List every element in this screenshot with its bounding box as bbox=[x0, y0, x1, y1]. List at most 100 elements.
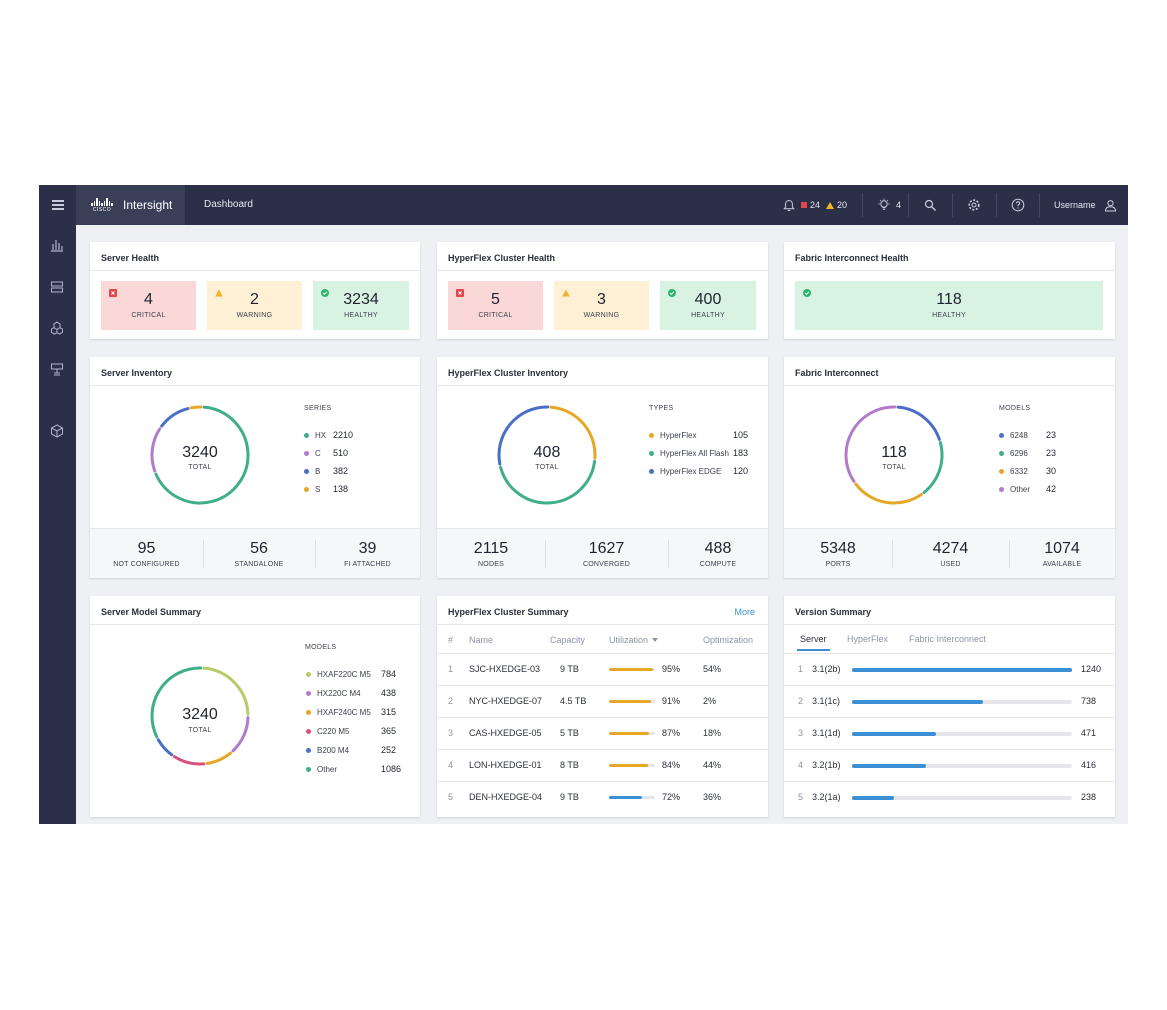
more-link[interactable]: More bbox=[734, 607, 755, 617]
settings-button[interactable] bbox=[967, 185, 981, 225]
donut-slice[interactable] bbox=[150, 427, 162, 473]
stat-converged[interactable]: 1627 CONVERGED bbox=[583, 540, 630, 568]
models-donut-chart[interactable] bbox=[842, 403, 946, 507]
legend-item[interactable]: 6332 bbox=[999, 465, 1028, 477]
cluster-name[interactable]: NYC-HXEDGE-07 bbox=[469, 696, 543, 706]
legend-item[interactable]: HyperFlex EDGE bbox=[649, 465, 721, 477]
donut-slice[interactable] bbox=[922, 441, 944, 494]
tab-hyperflex[interactable]: HyperFlex bbox=[847, 634, 889, 644]
tab-server[interactable]: Server bbox=[800, 634, 827, 644]
column-header-optimization[interactable]: Optimization bbox=[703, 635, 754, 645]
dashboard-chart-icon[interactable] bbox=[50, 238, 64, 252]
donut-slice[interactable] bbox=[205, 751, 232, 765]
help-button[interactable] bbox=[1011, 185, 1025, 225]
column-header-capacity[interactable]: Capacity bbox=[550, 635, 586, 645]
version-row[interactable]: 3 3.1(1d) 471 bbox=[784, 717, 1115, 749]
legend-item[interactable]: B200 M4 bbox=[306, 744, 349, 756]
donut-slice[interactable] bbox=[549, 405, 597, 460]
version-row[interactable]: 1 3.1(2b) 1240 bbox=[784, 653, 1115, 685]
hyperflex-icon[interactable] bbox=[50, 321, 64, 335]
column-header-utilization[interactable]: Utilization bbox=[609, 635, 659, 645]
stat-not-configured[interactable]: 95 NOT CONFIGURED bbox=[113, 540, 180, 568]
donut-slice[interactable] bbox=[172, 755, 206, 766]
tips[interactable]: 4 bbox=[877, 185, 901, 225]
table-row[interactable]: 5 DEN-HXEDGE-04 9 TB 72% 36% bbox=[437, 781, 768, 813]
healthy-tile[interactable]: 400 HEALTHY bbox=[660, 281, 756, 330]
legend-item[interactable]: S bbox=[304, 483, 320, 495]
donut-slice[interactable] bbox=[202, 666, 250, 716]
cisco-logo: CISCO bbox=[90, 197, 114, 213]
column-header-index[interactable]: # bbox=[448, 635, 454, 645]
warning-tile[interactable]: 2 WARNING bbox=[207, 281, 302, 330]
legend-item[interactable]: Other bbox=[999, 483, 1030, 495]
stat-nodes[interactable]: 2115 NODES bbox=[473, 540, 509, 568]
stat-standalone[interactable]: 56 STANDALONE bbox=[234, 540, 284, 568]
donut-slice[interactable] bbox=[844, 405, 897, 483]
row-index: 2 bbox=[798, 696, 804, 706]
legend-item[interactable]: HX bbox=[304, 429, 326, 441]
hamburger-menu-icon[interactable] bbox=[39, 185, 76, 225]
legend-item[interactable]: HXAF240C M5 bbox=[306, 706, 371, 718]
donut-slice[interactable] bbox=[497, 405, 550, 466]
version-row[interactable]: 2 3.1(1c) 738 bbox=[784, 685, 1115, 717]
legend-item[interactable]: 6296 bbox=[999, 447, 1028, 459]
cluster-name[interactable]: DEN-HXEDGE-04 bbox=[469, 792, 543, 802]
healthy-tile[interactable]: 3234 HEALTHY bbox=[313, 281, 409, 330]
models-donut-chart[interactable] bbox=[148, 664, 252, 768]
search-icon bbox=[924, 199, 936, 211]
healthy-tile[interactable]: 118 HEALTHY bbox=[795, 281, 1103, 330]
table-row[interactable]: 3 CAS-HXEDGE-05 5 TB 87% 18% bbox=[437, 717, 768, 749]
table-row[interactable]: 1 SJC-HXEDGE-03 9 TB 95% 54% bbox=[437, 653, 768, 685]
search-button[interactable] bbox=[924, 185, 937, 225]
donut-slice[interactable] bbox=[154, 405, 250, 505]
legend-item[interactable]: 6248 bbox=[999, 429, 1028, 441]
cluster-name[interactable]: SJC-HXEDGE-03 bbox=[469, 664, 541, 674]
donut-slice[interactable] bbox=[231, 716, 250, 753]
legend-item[interactable]: HX220C M4 bbox=[306, 687, 361, 699]
legend-item[interactable]: C bbox=[304, 447, 321, 459]
donut-slice[interactable] bbox=[150, 666, 203, 739]
donut-slice[interactable] bbox=[854, 482, 923, 505]
version-bar bbox=[852, 700, 1072, 704]
donut-slice[interactable] bbox=[499, 459, 597, 505]
series-donut-chart[interactable] bbox=[148, 403, 252, 507]
tab-fabric-interconnect[interactable]: Fabric Interconnect bbox=[909, 634, 987, 644]
legend-item[interactable]: HXAF220C M5 bbox=[306, 668, 371, 680]
alarms[interactable]: 24 20 bbox=[783, 185, 847, 225]
donut-slice[interactable] bbox=[896, 405, 941, 441]
warning-tile[interactable]: 3 WARNING bbox=[554, 281, 649, 330]
version-row[interactable]: 4 3.2(1b) 416 bbox=[784, 749, 1115, 781]
legend-item[interactable]: HyperFlex bbox=[649, 429, 696, 441]
stat-ports[interactable]: 5348 PORTS bbox=[820, 540, 856, 568]
servers-icon[interactable] bbox=[50, 280, 64, 294]
critical-tile[interactable]: 4 CRITICAL bbox=[101, 281, 196, 330]
stat-fi-attached[interactable]: 39 FI ATTACHED bbox=[344, 540, 391, 568]
cluster-name[interactable]: CAS-HXEDGE-05 bbox=[469, 728, 542, 738]
sort-down-icon bbox=[652, 638, 659, 642]
critical-tile[interactable]: 5 CRITICAL bbox=[448, 281, 543, 330]
fabric-interconnect-icon[interactable] bbox=[50, 362, 64, 376]
stat-available[interactable]: 1074 AVAILABLE bbox=[1042, 540, 1082, 568]
legend-item[interactable]: B bbox=[304, 465, 320, 477]
hyperflex-health-card: HyperFlex Cluster Health 5 CRITICAL 3 WA… bbox=[437, 242, 768, 339]
donut-slice[interactable] bbox=[160, 407, 190, 428]
package-icon[interactable] bbox=[50, 424, 64, 438]
user-menu[interactable]: Username bbox=[1054, 185, 1117, 225]
breadcrumb[interactable]: Dashboard bbox=[204, 199, 253, 210]
table-row[interactable]: 2 NYC-HXEDGE-07 4.5 TB 91% 2% bbox=[437, 685, 768, 717]
version-row[interactable]: 5 3.2(1a) 238 bbox=[784, 781, 1115, 813]
donut-slice[interactable] bbox=[189, 405, 203, 410]
legend-item[interactable]: Other bbox=[306, 763, 337, 775]
donut-slice[interactable] bbox=[156, 738, 174, 757]
brand[interactable]: CISCO Intersight bbox=[76, 185, 185, 225]
cluster-name[interactable]: LON-HXEDGE-01 bbox=[469, 760, 542, 770]
types-donut-chart[interactable] bbox=[495, 403, 599, 507]
stat-used[interactable]: 4274 USED bbox=[932, 540, 969, 568]
legend-item[interactable]: HyperFlex All Flash bbox=[649, 447, 729, 459]
column-header-name[interactable]: Name bbox=[469, 635, 494, 645]
utilization-value: 87% bbox=[662, 728, 681, 738]
stat-compute[interactable]: 488 COMPUTE bbox=[699, 540, 737, 568]
legend-item[interactable]: C220 M5 bbox=[306, 725, 349, 737]
table-row[interactable]: 4 LON-HXEDGE-01 8 TB 84% 44% bbox=[437, 749, 768, 781]
optimization-value: 44% bbox=[703, 760, 722, 770]
